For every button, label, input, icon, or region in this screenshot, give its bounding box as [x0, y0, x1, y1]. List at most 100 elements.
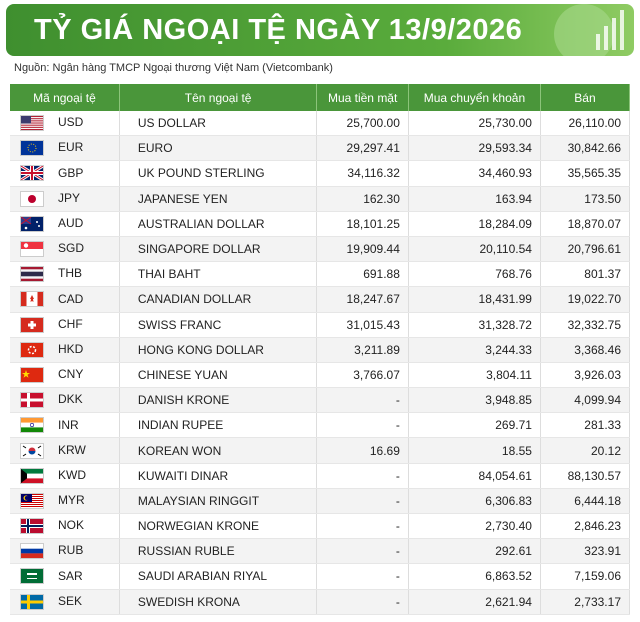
currency-code: KWD	[10, 463, 120, 489]
sell: 281.33	[540, 412, 631, 439]
currency-name: NORWEGIAN KRONE	[119, 513, 318, 540]
code-text: DKK	[58, 392, 83, 407]
code-text: KWD	[58, 467, 86, 482]
rate-row: DKK DANISH KRONE -3,948.85 4,099.94	[10, 387, 631, 414]
flag	[20, 417, 44, 434]
decoration	[554, 4, 624, 56]
currency-name: AUSTRALIAN DOLLAR	[119, 211, 318, 237]
currency-code: AUD	[10, 211, 120, 237]
column-header: Tên ngoại tệ	[119, 84, 318, 111]
cash-buy: -	[316, 563, 409, 590]
code-text: SGD	[58, 241, 85, 256]
sell: 20.12	[540, 437, 631, 464]
cash-buy: -	[316, 412, 409, 439]
currency-code: CHF	[10, 312, 120, 338]
sell: 19,022.70	[540, 286, 631, 313]
code-text: AUD	[58, 216, 84, 231]
currency-code: DKK	[10, 387, 120, 414]
transfer-buy: 163.94	[408, 186, 541, 212]
rate-row: KRW KOREAN WON 16.69 18.55 20.12	[10, 437, 631, 464]
transfer-buy: 768.76	[408, 261, 541, 288]
transfer-buy: 3,244.33	[408, 337, 541, 363]
currency-code: JPY	[10, 186, 120, 212]
cash-buy: 25,700.00	[316, 111, 409, 137]
rate-row: JPY JAPANESE YEN 162.30 163.94 173.50	[10, 186, 631, 212]
transfer-buy: 20,110.54	[408, 236, 541, 263]
currency-name: SWISS FRANC	[119, 312, 318, 338]
flag	[20, 467, 44, 484]
transfer-buy: 2,621.94	[408, 589, 541, 615]
currency-code: SEK	[10, 589, 120, 615]
flag	[20, 543, 44, 560]
rate-row: SEK SWEDISH KRONA -2,621.94 2,733.17	[10, 589, 631, 615]
currency-name: MALAYSIAN RINGGIT	[119, 488, 318, 515]
cash-buy: -	[316, 488, 409, 515]
currency-code: GBP	[10, 160, 120, 187]
currency-code: NOK	[10, 513, 120, 540]
column-header: Mã ngoại tệ	[10, 84, 120, 111]
column-header: Mua chuyển khoản	[408, 84, 541, 111]
currency-name: SWEDISH KRONA	[119, 589, 318, 615]
cash-buy: -	[316, 538, 409, 565]
currency-code: SAR	[10, 563, 120, 590]
flag	[20, 518, 44, 535]
rate-row: USD US DOLLAR 25,700.00 25,730.00 26,110.00	[10, 111, 631, 137]
rate-row: NOK NORWEGIAN KRONE -2,730.40 2,846.23	[10, 513, 631, 540]
code-text: EUR	[58, 140, 84, 155]
rate-row: MYR MALAYSIAN RINGGIT -6,306.83 6,444.18	[10, 488, 631, 515]
source: Nguồn: Ngân hàng TMCP Ngoại thương Việt …	[14, 62, 333, 74]
sell: 3,926.03	[540, 362, 631, 389]
cash-buy: 18,101.25	[316, 211, 409, 237]
currency-code: HKD	[10, 337, 120, 363]
transfer-buy: 29,593.34	[408, 135, 541, 162]
sell: 4,099.94	[540, 387, 631, 414]
currency-code: USD	[10, 111, 120, 137]
rate-row: SGD SINGAPORE DOLLAR 19,909.44 20,110.54 20,…	[10, 236, 631, 263]
code-text: SEK	[58, 593, 83, 608]
code-text: THB	[58, 266, 82, 281]
currency-name: SINGAPORE DOLLAR	[119, 236, 318, 263]
sell: 173.50	[540, 186, 631, 212]
sell: 88,130.57	[540, 463, 631, 489]
rate-row: CAD CANADIAN DOLLAR 18,247.67 18,431.99 19,0…	[10, 286, 631, 313]
currency-code: SGD	[10, 236, 120, 263]
column-header: Bán	[540, 84, 631, 111]
cash-buy: 3,211.89	[316, 337, 409, 363]
currency-name: KOREAN WON	[119, 437, 318, 464]
flag	[20, 442, 44, 459]
currency-name: KUWAITI DINAR	[119, 463, 318, 489]
transfer-buy: 292.61	[408, 538, 541, 565]
code-text: GBP	[58, 165, 84, 180]
currency-code: CNY	[10, 362, 120, 389]
flag	[20, 392, 44, 409]
sell: 18,870.07	[540, 211, 631, 237]
transfer-buy: 3,804.11	[408, 362, 541, 389]
code-text: HKD	[58, 341, 84, 356]
transfer-buy: 6,863.52	[408, 563, 541, 590]
code-text: NOK	[58, 518, 85, 533]
currency-code: EUR	[10, 135, 120, 162]
sell: 323.91	[540, 538, 631, 565]
cash-buy: -	[316, 589, 409, 615]
cash-buy: -	[316, 513, 409, 540]
transfer-buy: 2,730.40	[408, 513, 541, 540]
flag	[20, 241, 44, 258]
title: TỶ GIÁ NGOẠI TỆ NGÀY 13/9/2026	[34, 14, 523, 46]
sell: 6,444.18	[540, 488, 631, 515]
transfer-buy: 18.55	[408, 437, 541, 464]
rate-row: EUR EURO 29,297.41 29,593.34 30,842.66	[10, 135, 631, 162]
code-text: CAD	[58, 291, 84, 306]
rate-row: THB THAI BAHT 691.88 768.76 801.37	[10, 261, 631, 288]
rate-row: RUB RUSSIAN RUBLE -292.61 323.91	[10, 538, 631, 565]
column-header: Mua tiền mặt	[316, 84, 409, 111]
header-row: Mã ngoại tệ Tên ngoại tệ Mua tiền mặt Mua c…	[10, 84, 631, 111]
code-text: CNY	[58, 367, 84, 382]
transfer-buy: 6,306.83	[408, 488, 541, 515]
currency-name: RUSSIAN RUBLE	[119, 538, 318, 565]
code-text: KRW	[58, 442, 86, 457]
flag	[20, 266, 44, 283]
rate-row: INR INDIAN RUPEE -269.71 281.33	[10, 412, 631, 439]
currency-name: SAUDI ARABIAN RIYAL	[119, 563, 318, 590]
sell: 2,846.23	[540, 513, 631, 540]
sell: 32,332.75	[540, 312, 631, 338]
